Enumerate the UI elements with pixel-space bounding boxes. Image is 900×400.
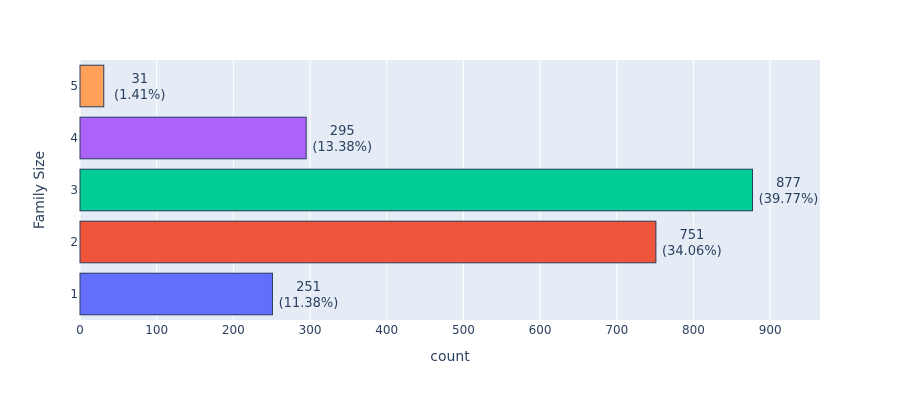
data-label-count: 31 (131, 72, 148, 87)
x-tick-label: 800 (682, 323, 705, 337)
x-tick-label: 500 (452, 323, 475, 337)
data-label-count: 877 (776, 176, 801, 191)
bars (79, 64, 754, 316)
x-tick-label: 900 (759, 323, 782, 337)
x-tick-label: 300 (299, 323, 322, 337)
y-axis-title: Family Size (32, 151, 48, 229)
x-tick-label: 400 (375, 323, 398, 337)
data-label-percent: (39.77%) (759, 192, 819, 207)
data-label-count: 751 (679, 228, 704, 243)
data-labels: 251(11.38%) 751(34.06%) 877(39.77%) 295(13.… (114, 72, 818, 311)
x-tick-label: 700 (605, 323, 628, 337)
bar-family-size-2[interactable] (79, 220, 657, 264)
y-tick-label: 4 (70, 131, 78, 145)
y-tick-label: 5 (70, 79, 78, 93)
y-tick-label: 2 (70, 235, 78, 249)
x-tick-label: 600 (529, 323, 552, 337)
x-tick-labels: 0 100 200 300 400 500 600 700 800 900 (76, 323, 781, 337)
x-tick-label: 0 (76, 323, 84, 337)
x-axis-title: count (430, 349, 470, 365)
data-label-percent: (11.38%) (279, 296, 339, 311)
bar-family-size-1[interactable] (79, 272, 273, 316)
data-label-percent: (1.41%) (114, 88, 165, 103)
y-tick-label: 3 (70, 183, 78, 197)
data-label-percent: (34.06%) (662, 244, 722, 259)
bar-family-size-3[interactable] (79, 168, 754, 212)
y-tick-label: 1 (70, 287, 78, 301)
x-tick-label: 100 (145, 323, 168, 337)
bar-family-size-5[interactable] (79, 64, 105, 108)
data-label-count: 295 (330, 124, 355, 139)
data-label-percent: (13.38%) (312, 140, 372, 155)
x-tick-label: 200 (222, 323, 245, 337)
bar-family-size-4[interactable] (79, 116, 307, 160)
y-tick-labels: 1 2 3 4 5 (70, 79, 78, 301)
data-label-count: 251 (296, 280, 321, 295)
